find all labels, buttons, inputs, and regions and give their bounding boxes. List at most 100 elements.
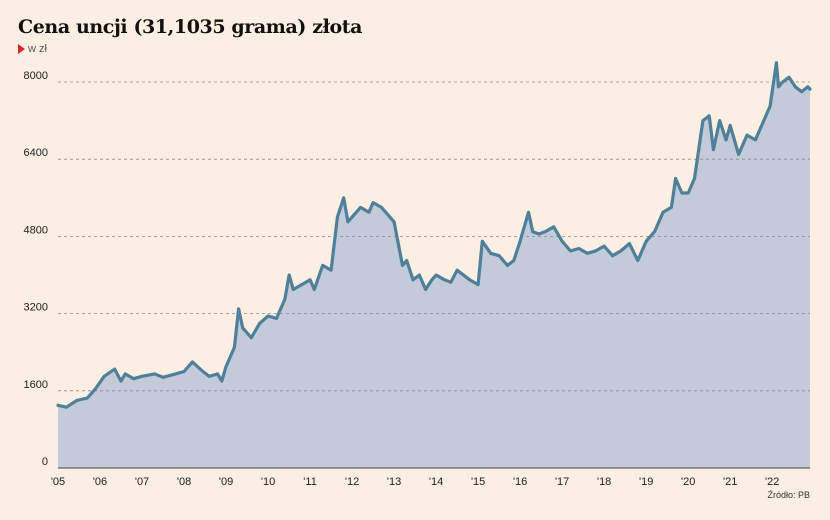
data-point <box>153 372 156 376</box>
data-point <box>300 283 303 286</box>
data-point <box>777 85 780 89</box>
data-point <box>537 232 541 236</box>
red-triangle-icon <box>18 44 25 54</box>
data-point <box>424 288 427 291</box>
data-point <box>430 278 434 281</box>
data-point <box>405 259 408 262</box>
data-point <box>569 249 572 253</box>
data-point <box>75 399 79 402</box>
x-tick-label: '12 <box>345 476 359 488</box>
data-point <box>724 138 728 142</box>
data-point <box>712 148 715 151</box>
area-fill <box>58 62 810 468</box>
data-point <box>418 273 421 277</box>
data-point <box>308 278 312 281</box>
data-point <box>586 252 589 255</box>
data-point <box>653 230 656 233</box>
y-tick-label: 4800 <box>24 224 48 236</box>
data-point <box>388 215 392 219</box>
price-line <box>56 61 812 409</box>
x-tick-label: '19 <box>639 476 653 488</box>
data-point <box>806 85 810 89</box>
data-point <box>411 278 415 281</box>
data-point <box>745 133 749 137</box>
data-point <box>754 138 757 142</box>
data-point <box>287 273 291 277</box>
x-tick-label: '10 <box>261 476 275 488</box>
data-point <box>367 211 371 214</box>
data-point <box>628 242 631 245</box>
data-point <box>476 283 480 286</box>
data-point <box>729 124 732 127</box>
data-point <box>191 360 194 364</box>
data-point <box>544 230 547 233</box>
data-point <box>371 201 375 204</box>
data-point <box>392 220 396 224</box>
data-point <box>401 264 404 267</box>
data-point <box>443 278 446 281</box>
data-point <box>336 215 339 219</box>
data-point <box>531 230 534 233</box>
data-point <box>518 240 522 243</box>
data-point <box>216 372 219 376</box>
data-point <box>201 370 205 373</box>
data-point <box>775 61 778 64</box>
x-tick-label: '22 <box>765 476 779 488</box>
data-point <box>794 85 797 89</box>
data-point <box>258 322 261 325</box>
data-point <box>781 80 784 84</box>
data-point <box>359 206 362 209</box>
x-tick-label: '09 <box>219 476 233 488</box>
x-tick-label: '05 <box>51 476 65 488</box>
x-tick-label: '15 <box>471 476 485 488</box>
chart-title: Cena uncji (31,1035 grama) złota <box>18 16 363 38</box>
y-tick-label: 3200 <box>24 302 48 314</box>
data-point <box>680 191 684 195</box>
data-point <box>313 288 316 291</box>
data-point <box>552 225 555 228</box>
x-tick-label: '08 <box>177 476 191 488</box>
data-point <box>768 104 772 108</box>
data-point <box>119 379 123 383</box>
data-point <box>132 377 135 380</box>
data-point <box>275 317 278 320</box>
x-tick-label: '07 <box>135 476 149 488</box>
data-point <box>434 273 438 277</box>
x-tick-label: '13 <box>387 476 401 488</box>
x-tick-label: '21 <box>723 476 737 488</box>
data-point <box>266 314 270 318</box>
data-point <box>283 297 287 301</box>
x-tick-label: '18 <box>597 476 611 488</box>
data-point <box>94 387 98 390</box>
data-point <box>250 336 253 339</box>
unit-label: w zł <box>28 43 47 55</box>
data-point <box>577 247 581 250</box>
data-point <box>645 240 648 243</box>
y-tick-label: 8000 <box>24 70 48 82</box>
data-point <box>481 240 484 243</box>
x-tick-label: '20 <box>681 476 695 488</box>
data-point <box>602 244 606 248</box>
data-point <box>346 220 350 224</box>
data-point <box>506 264 509 267</box>
data-point <box>292 288 295 291</box>
data-point <box>489 252 492 255</box>
data-point <box>670 206 673 209</box>
data-point <box>611 254 614 257</box>
data-point <box>718 119 721 122</box>
data-point <box>737 153 740 156</box>
data-point <box>56 404 60 407</box>
data-point <box>527 211 530 214</box>
data-point <box>697 148 700 151</box>
data-point <box>124 372 127 376</box>
data-point <box>497 254 501 257</box>
unit-label-row: w zł <box>18 43 47 55</box>
data-point <box>800 90 803 93</box>
data-point <box>455 269 459 272</box>
data-point <box>233 346 236 349</box>
data-point <box>174 372 177 376</box>
x-tick-label: '16 <box>513 476 527 488</box>
data-point <box>762 119 765 122</box>
x-tick-label: '11 <box>303 476 317 488</box>
